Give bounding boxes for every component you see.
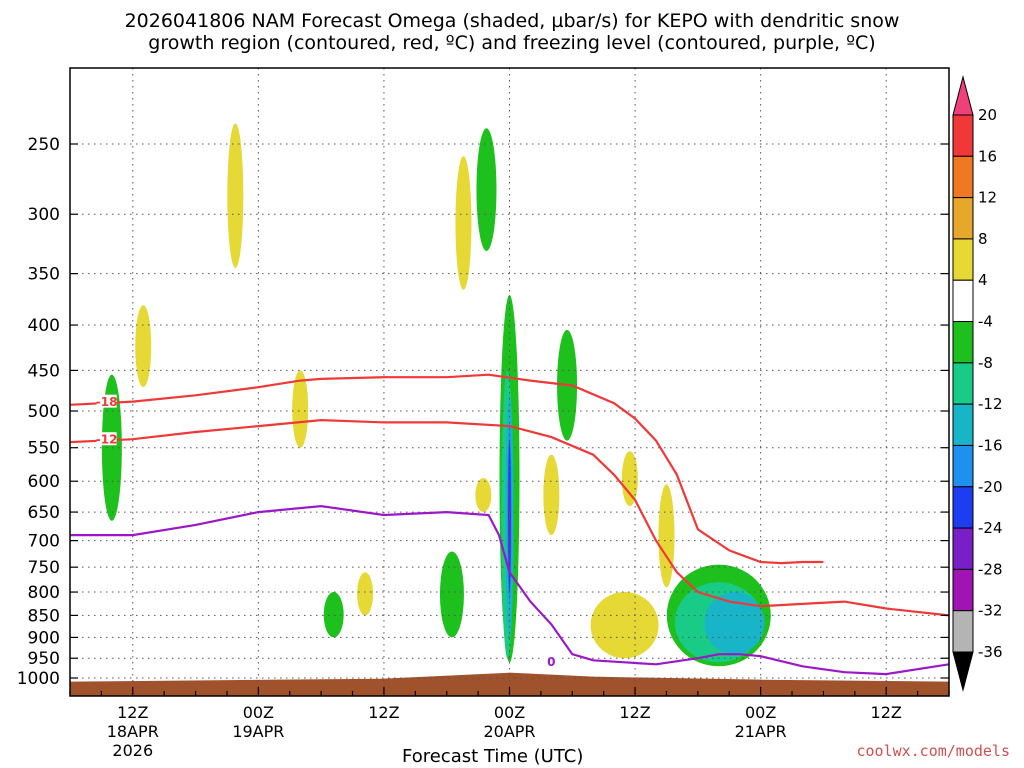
omega-cell-neg24 [508,481,511,573]
colorbar-label: -24 [978,519,1003,537]
y-tick-label: 300 [28,205,60,225]
colorbar-label: 12 [978,189,997,207]
omega-cell-pos4 [455,156,472,290]
omega-cell-pos4 [590,592,659,659]
colorbar-label: 16 [978,147,997,165]
y-axis: 2503003504004505005506006507007508008509… [17,135,949,689]
y-tick-label: 750 [28,558,60,578]
contour-layer: -18 -12 0 [70,373,949,676]
colorbar-top-triangle [952,75,974,116]
contour-label: 0 [547,655,555,669]
contour-label: -12 [96,433,118,447]
omega-cell-pos4 [475,478,492,513]
site-credit: coolwx.com/models [856,742,1010,760]
y-tick-label: 950 [28,649,60,669]
colorbar-label: 20 [978,106,997,124]
colorbar-label: -28 [978,560,1003,578]
omega-cell-pos4 [227,123,244,269]
colorbar-swatch [952,527,974,570]
colorbar-swatch [952,155,974,199]
colorbar-label: 8 [978,230,988,248]
x-tick-date-label: 19APR [232,722,284,741]
colorbar-swatch [952,114,974,157]
colorbar-swatch [952,610,974,653]
omega-field-layer [101,123,771,667]
x-tick-label: 00Z [494,703,525,722]
y-tick-label: 500 [28,402,60,422]
chart-title: 2026041806 NAM Forecast Omega (shaded, µ… [0,10,1024,54]
contour-label: -18 [96,395,118,409]
omega-cell-neg4 [439,551,464,638]
colorbar-swatch [952,321,974,364]
grid-layer [70,68,949,696]
omega-cell-pos4 [543,454,560,536]
y-tick-label: 700 [28,532,60,552]
y-tick-label: 600 [28,472,60,492]
contour-line-0 [70,504,949,676]
contour-label-bg [96,394,117,408]
colorbar-swatch [952,362,974,405]
x-tick-label: 00Z [745,703,776,722]
title-line-2: growth region (contoured, red, ºC) and f… [148,32,876,54]
y-tick-label: 650 [28,503,60,523]
y-tick-label: 1000 [17,669,60,689]
colorbar-swatch [952,486,974,529]
colorbar-label: -36 [978,643,1003,661]
x-tick-label: 12Z [117,703,148,722]
y-tick-label: 800 [28,583,60,603]
contour-line--12 [70,418,949,617]
colorbar-swatch [952,197,974,240]
colorbar-label: -12 [978,395,1003,413]
omega-cell-pos4 [621,451,638,507]
colorbar-swatch [952,568,974,612]
x-axis-title: Forecast Time (UTC) [402,746,584,767]
colorbar-bottom-triangle [952,651,974,692]
x-tick-label: 00Z [243,703,274,722]
x-tick-date-label: 18APR [107,722,159,741]
y-tick-label: 550 [28,439,60,459]
x-tick-date-label: 21APR [735,722,787,741]
colorbar-label: -4 [978,313,993,331]
y-tick-label: 450 [28,361,60,381]
colorbar: 20 16 12 8 4 -4 -8 -12 -16 -20 -24 -28 -32 -36 [952,75,1003,692]
omega-cell-pos4 [292,370,309,448]
colorbar-swatch [952,444,974,488]
y-tick-label: 250 [28,135,60,155]
colorbar-label: -8 [978,354,993,372]
x-tick-label: 12Z [619,703,650,722]
terrain-fill [70,672,949,696]
colorbar-label: -32 [978,602,1003,620]
colorbar-swatch [952,238,974,281]
contour-label-bg [96,432,117,446]
colorbar-swatch [952,279,974,323]
y-tick-label: 350 [28,265,60,285]
contour-label-bg [541,654,562,668]
colorbar-label: -16 [978,436,1003,454]
omega-cell-neg4 [476,128,497,251]
y-tick-label: 400 [28,316,60,336]
omega-cell-pos4 [357,572,374,616]
omega-cell-neg12 [704,592,765,655]
y-tick-label: 900 [28,628,60,648]
colorbar-label: -20 [978,478,1003,496]
x-tick-label: 12Z [368,703,399,722]
omega-cell-pos4 [658,484,675,588]
colorbar-swatch [952,403,974,446]
x-tick-label: 12Z [871,703,902,722]
contour-line--18 [70,373,824,565]
x-tick-date-label: 20APR [483,722,535,741]
terrain-layer [70,672,949,696]
title-line-1: 2026041806 NAM Forecast Omega (shaded, µ… [124,10,900,32]
colorbar-label: 4 [978,271,988,289]
y-tick-label: 850 [28,606,60,626]
omega-cell-pos4 [135,305,152,388]
x-tick-year-label: 2026 [112,741,153,760]
omega-cell-neg4 [323,592,344,638]
